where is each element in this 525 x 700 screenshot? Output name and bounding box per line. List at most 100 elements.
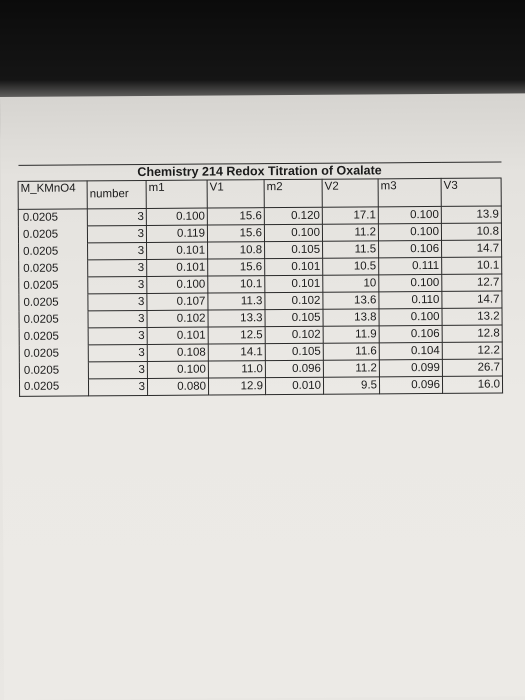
cell: 0.096 [265,360,324,378]
cell: 3 [87,310,148,328]
table-body: Chemistry 214 Redox Titration of Oxalate… [17,162,503,397]
cell: 0.0205 [19,327,89,346]
cell: 17.1 [322,206,379,225]
cell: 0.100 [378,274,442,292]
column-header: V3 [441,178,502,207]
data-table: Chemistry 214 Redox Titration of Oxalate… [17,162,503,397]
cell: 0.100 [264,224,323,242]
cell: 0.119 [146,225,208,243]
cell: 3 [87,276,147,294]
cell: 0.101 [146,259,208,277]
column-header: m1 [146,180,208,209]
cell: 0.107 [146,293,208,311]
cell: 12.8 [442,324,503,343]
cell: 0.101 [146,242,208,260]
cell: 26.7 [442,358,503,377]
cell: 11.6 [323,342,380,361]
cell: 0.0205 [18,293,88,312]
cell: 0.100 [378,223,442,241]
cell: 0.100 [378,308,443,326]
cell: 3 [87,242,147,260]
cell: 12.7 [441,274,502,292]
cell: 13.3 [207,309,266,328]
cell: 0.010 [265,377,324,395]
column-header: m3 [378,178,442,207]
cell: 0.108 [147,344,209,362]
cell: 0.101 [264,275,323,293]
header-row: M_KMnO4 number m1 V1 m2 V2 m3 V3 [18,178,502,210]
cell: 10.5 [322,257,379,276]
cell: 0.0205 [18,276,88,295]
cell: 0.105 [264,241,323,259]
cell: 10 [322,274,379,293]
cell: 0.0205 [18,208,88,227]
column-header: number [87,180,147,209]
cell: 0.0205 [19,361,89,380]
cell: 0.099 [379,359,443,377]
cell: 0.106 [379,325,443,343]
cell: 0.096 [379,376,443,394]
cell: 0.100 [147,361,209,379]
cell: 3 [88,378,148,396]
cell: 0.101 [147,327,209,345]
cell: 11.3 [207,292,265,311]
cell: 0.0205 [19,378,89,397]
cell: 0.100 [146,276,208,294]
cell: 3 [87,259,147,277]
cell: 15.6 [207,224,265,243]
cell: 0.102 [264,292,323,310]
cell: 0.0205 [19,344,89,363]
cell: 13.6 [322,291,379,310]
cell: 10.8 [441,223,502,241]
cell: 0.111 [378,257,442,275]
cell: 10.8 [207,241,265,260]
cell: 3 [88,361,148,379]
cell: 14.7 [441,240,502,258]
cell: 0.0205 [18,259,88,278]
cell: 15.6 [207,207,265,226]
column-header: V2 [322,178,379,208]
cell: 9.5 [323,376,380,395]
column-header: m2 [264,179,323,208]
cell: 12.5 [208,326,266,345]
cell: 3 [88,344,148,362]
cell: 0.105 [265,343,324,361]
cell: 3 [87,208,147,226]
cell: 0.100 [146,208,208,226]
cell: 0.080 [147,378,209,396]
cell: 11.0 [208,360,266,379]
cell: 11.5 [322,240,379,259]
cell: 14.1 [208,343,266,362]
cell: 11.2 [323,359,380,378]
column-header: M_KMnO4 [18,180,88,210]
cell: 13.8 [322,308,380,327]
cell: 0.110 [378,291,442,309]
cell: 3 [87,225,147,243]
cell: 12.2 [442,341,503,360]
cell: 13.2 [441,308,503,326]
cell: 12.9 [208,377,266,396]
cell: 10.1 [441,257,502,275]
cell: 3 [87,293,147,311]
cell: 15.6 [207,258,265,277]
cell: 0.100 [378,206,442,224]
cell: 0.105 [264,309,324,327]
cell: 0.104 [379,342,443,360]
cell: 0.0205 [18,225,88,244]
cell: 14.7 [441,291,503,309]
cell: 3 [88,327,148,345]
cell: 0.102 [265,326,324,344]
cell: 0.0205 [18,242,88,261]
cell: 10.1 [207,275,265,294]
data-row: 0.0205 3 0.080 12.9 0.010 9.5 0.096 16.0 [19,375,503,397]
cell: 0.120 [264,207,323,225]
column-header: V1 [207,179,265,209]
cell: 11.2 [322,223,379,242]
cell: 0.101 [264,258,323,276]
cell: 0.102 [146,310,209,328]
cell: 16.0 [442,375,503,394]
cell: 13.9 [441,206,502,224]
cell: 0.0205 [18,310,89,329]
cell: 11.9 [323,325,380,344]
